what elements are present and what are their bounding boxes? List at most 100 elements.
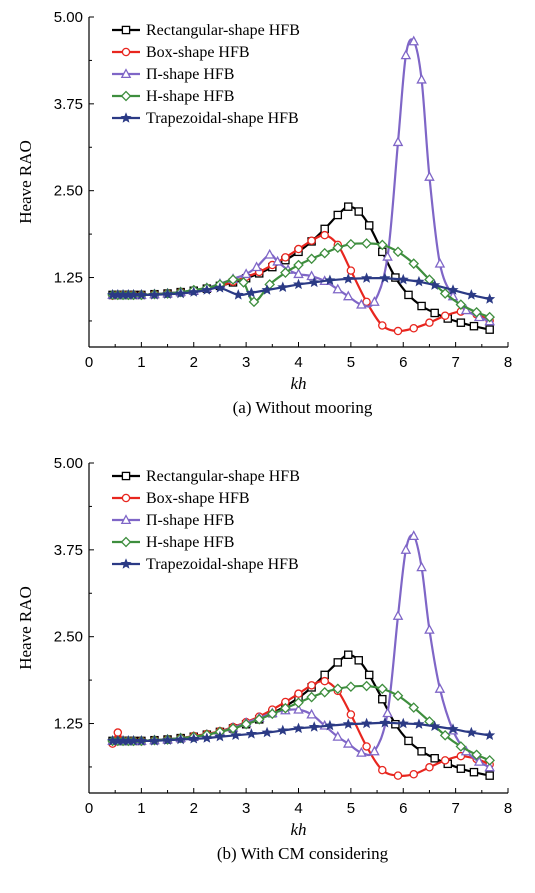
x-tick-label: 5 <box>347 800 355 817</box>
x-tick-label: 1 <box>137 354 145 371</box>
data-point <box>361 717 373 729</box>
data-point <box>113 728 123 737</box>
data-point <box>332 283 344 294</box>
data-point <box>364 670 374 680</box>
data-point <box>121 493 131 503</box>
y-tick-label: 5.00 <box>54 9 83 26</box>
data-point <box>232 289 244 300</box>
data-point <box>469 321 479 331</box>
data-point <box>319 686 331 698</box>
data-point <box>293 703 304 714</box>
data-point <box>294 689 303 698</box>
x-tick-label: 4 <box>294 800 302 817</box>
y-axis-title: Heave RAO <box>16 140 35 224</box>
data-point <box>332 730 344 741</box>
y-tick-label: 1.25 <box>54 716 83 733</box>
series-square <box>108 202 494 334</box>
data-point <box>306 270 317 281</box>
data-point <box>293 697 304 709</box>
legend-label: H-shape HFB <box>146 88 234 105</box>
data-point <box>408 530 420 540</box>
data-point <box>397 717 409 729</box>
data-point <box>261 726 273 738</box>
data-point <box>272 255 283 266</box>
data-point <box>277 724 289 736</box>
x-tick-label: 5 <box>347 354 355 371</box>
data-point <box>382 250 393 261</box>
data-point <box>332 683 344 695</box>
data-point <box>393 326 403 336</box>
data-point <box>120 558 132 569</box>
y-tick-label: 5.00 <box>54 455 83 472</box>
data-point <box>379 717 391 728</box>
chart-panel-b: 0 1 2 3 4 5 6 7 8 1.25 2.50 3.75 5.00 kh Heave RAO (b) … <box>0 446 535 893</box>
data-point <box>361 238 372 249</box>
data-point <box>346 710 356 719</box>
data-point <box>135 735 147 746</box>
data-point <box>413 275 425 287</box>
data-point <box>408 35 420 46</box>
data-point <box>382 707 393 718</box>
data-point <box>393 771 403 780</box>
x-tick-label: 3 <box>242 800 250 817</box>
data-point <box>354 207 363 216</box>
legend: Rectangular-shape HFB Box-shape HFB Π-shap… <box>112 468 300 573</box>
data-point <box>342 273 354 284</box>
data-point <box>277 281 289 292</box>
data-point <box>430 754 439 763</box>
data-point <box>162 288 174 299</box>
data-point <box>324 274 336 286</box>
data-point <box>333 210 343 220</box>
data-point <box>240 718 252 730</box>
x-tick-label: 0 <box>85 354 93 371</box>
data-point <box>280 702 291 714</box>
data-point <box>227 274 239 285</box>
x-tick-label: 0 <box>85 800 93 817</box>
data-point <box>280 267 291 278</box>
series-star <box>107 272 496 304</box>
data-point <box>392 690 404 702</box>
data-point <box>342 290 354 301</box>
data-point <box>434 257 446 268</box>
data-point <box>485 771 494 780</box>
data-point <box>188 286 200 297</box>
data-point <box>378 321 387 330</box>
data-point <box>484 311 495 323</box>
data-point <box>344 650 353 659</box>
data-point <box>409 323 418 333</box>
y-axis-title: Heave RAO <box>16 586 35 670</box>
data-point <box>342 737 354 748</box>
data-point <box>344 202 353 211</box>
data-point <box>439 730 451 741</box>
data-point <box>121 47 131 57</box>
axes: 0 1 2 3 4 5 6 7 8 1.25 2.50 3.75 5.00 <box>54 455 512 817</box>
x-tick-label: 8 <box>504 800 512 817</box>
legend-label: Π-shape HFB <box>146 512 234 529</box>
y-tick-label: 2.50 <box>54 183 83 200</box>
x-tick-label: 2 <box>190 354 198 371</box>
legend: Rectangular-shape HFB Box-shape HFB Π-shap… <box>112 22 300 127</box>
data-point <box>121 25 131 35</box>
data-point <box>120 514 132 525</box>
data-point <box>413 718 425 729</box>
legend-label: H-shape HFB <box>146 534 234 551</box>
legend-label: Box-shape HFB <box>146 44 250 61</box>
y-tick-label: 2.50 <box>54 629 83 646</box>
heave-rao-chart-without-mooring: 0 1 2 3 4 5 6 7 8 1.25 2.50 3.75 5.00 kh Heave RAO (a) … <box>16 9 512 417</box>
series-star <box>107 717 496 746</box>
data-point <box>456 764 466 773</box>
y-tick-label: 1.25 <box>54 270 83 287</box>
data-point <box>346 266 356 275</box>
data-point <box>240 268 252 279</box>
data-point <box>307 236 316 245</box>
data-point <box>469 767 479 777</box>
data-point <box>320 676 329 686</box>
data-point <box>440 311 450 320</box>
data-point <box>251 261 262 272</box>
data-point <box>455 299 467 310</box>
data-point <box>281 253 290 262</box>
data-point <box>425 318 434 327</box>
data-point <box>292 278 305 290</box>
data-point <box>245 287 257 298</box>
x-axis-title: kh <box>290 374 306 393</box>
